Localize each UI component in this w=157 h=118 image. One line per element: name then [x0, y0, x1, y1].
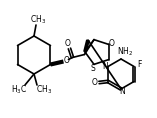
Text: O: O: [64, 56, 69, 65]
Text: O: O: [92, 78, 98, 87]
Text: CH$_3$: CH$_3$: [30, 14, 46, 26]
Text: H$_3$C: H$_3$C: [11, 84, 27, 96]
Text: F: F: [137, 60, 141, 69]
Text: CH$_3$: CH$_3$: [36, 84, 52, 96]
Text: O: O: [109, 39, 114, 48]
Text: O: O: [65, 39, 70, 48]
Text: S: S: [91, 64, 95, 73]
Text: N: N: [102, 62, 108, 71]
Text: N: N: [119, 88, 125, 97]
Text: NH$_2$: NH$_2$: [117, 46, 133, 58]
